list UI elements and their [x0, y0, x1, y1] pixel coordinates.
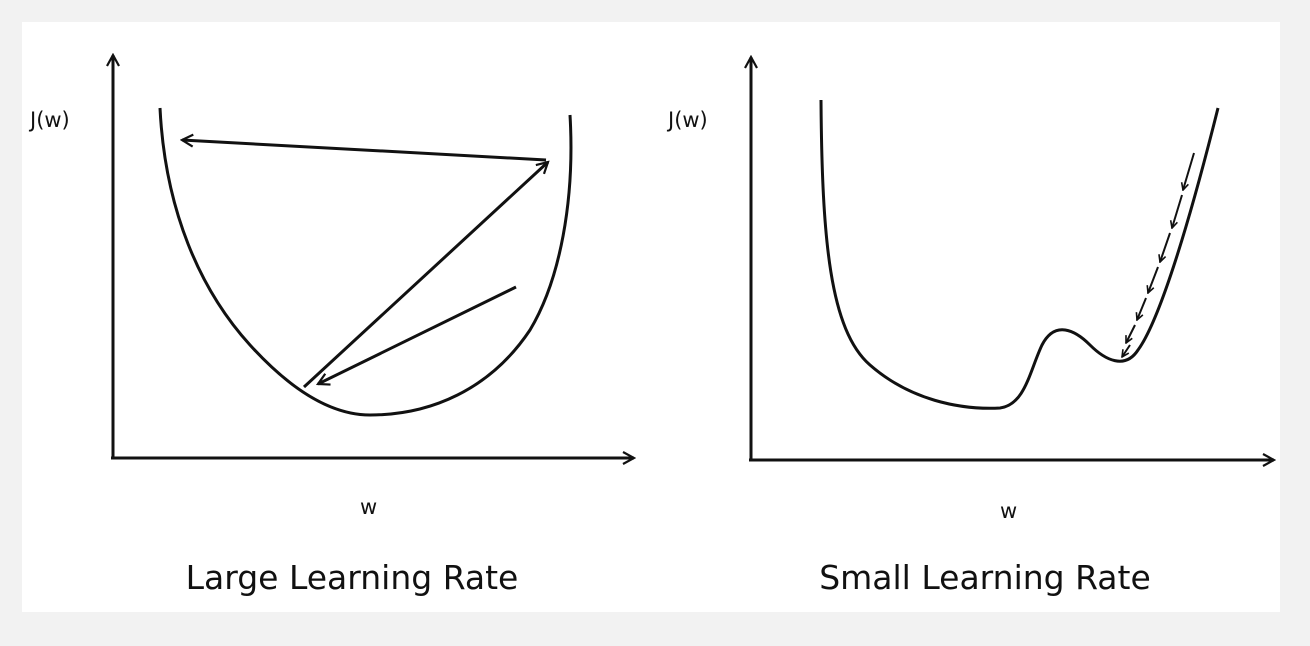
x-axis-label-right: w: [1000, 499, 1018, 523]
cost-curve-local-minima: [819, 99, 1220, 410]
panel-large-learning-rate: [111, 55, 634, 458]
x-axis-label-left: w: [360, 495, 378, 519]
caption-small-learning-rate: Small Learning Rate: [819, 558, 1151, 597]
step-arrow-2: [182, 140, 547, 162]
cost-curve-bowl: [158, 107, 573, 417]
figure-card: J(w) w Large Learning Rate J(w) w Small …: [22, 22, 1280, 612]
y-axis-label-right: J(w): [668, 108, 708, 132]
y-axis-label-left: J(w): [30, 108, 70, 132]
step-arrow-1: [302, 162, 548, 389]
step-arrow-3: [318, 285, 517, 384]
panel-small-learning-rate: [749, 57, 1274, 460]
small-steps-dashed-arrows: [1122, 152, 1195, 357]
caption-large-learning-rate: Large Learning Rate: [185, 558, 519, 597]
